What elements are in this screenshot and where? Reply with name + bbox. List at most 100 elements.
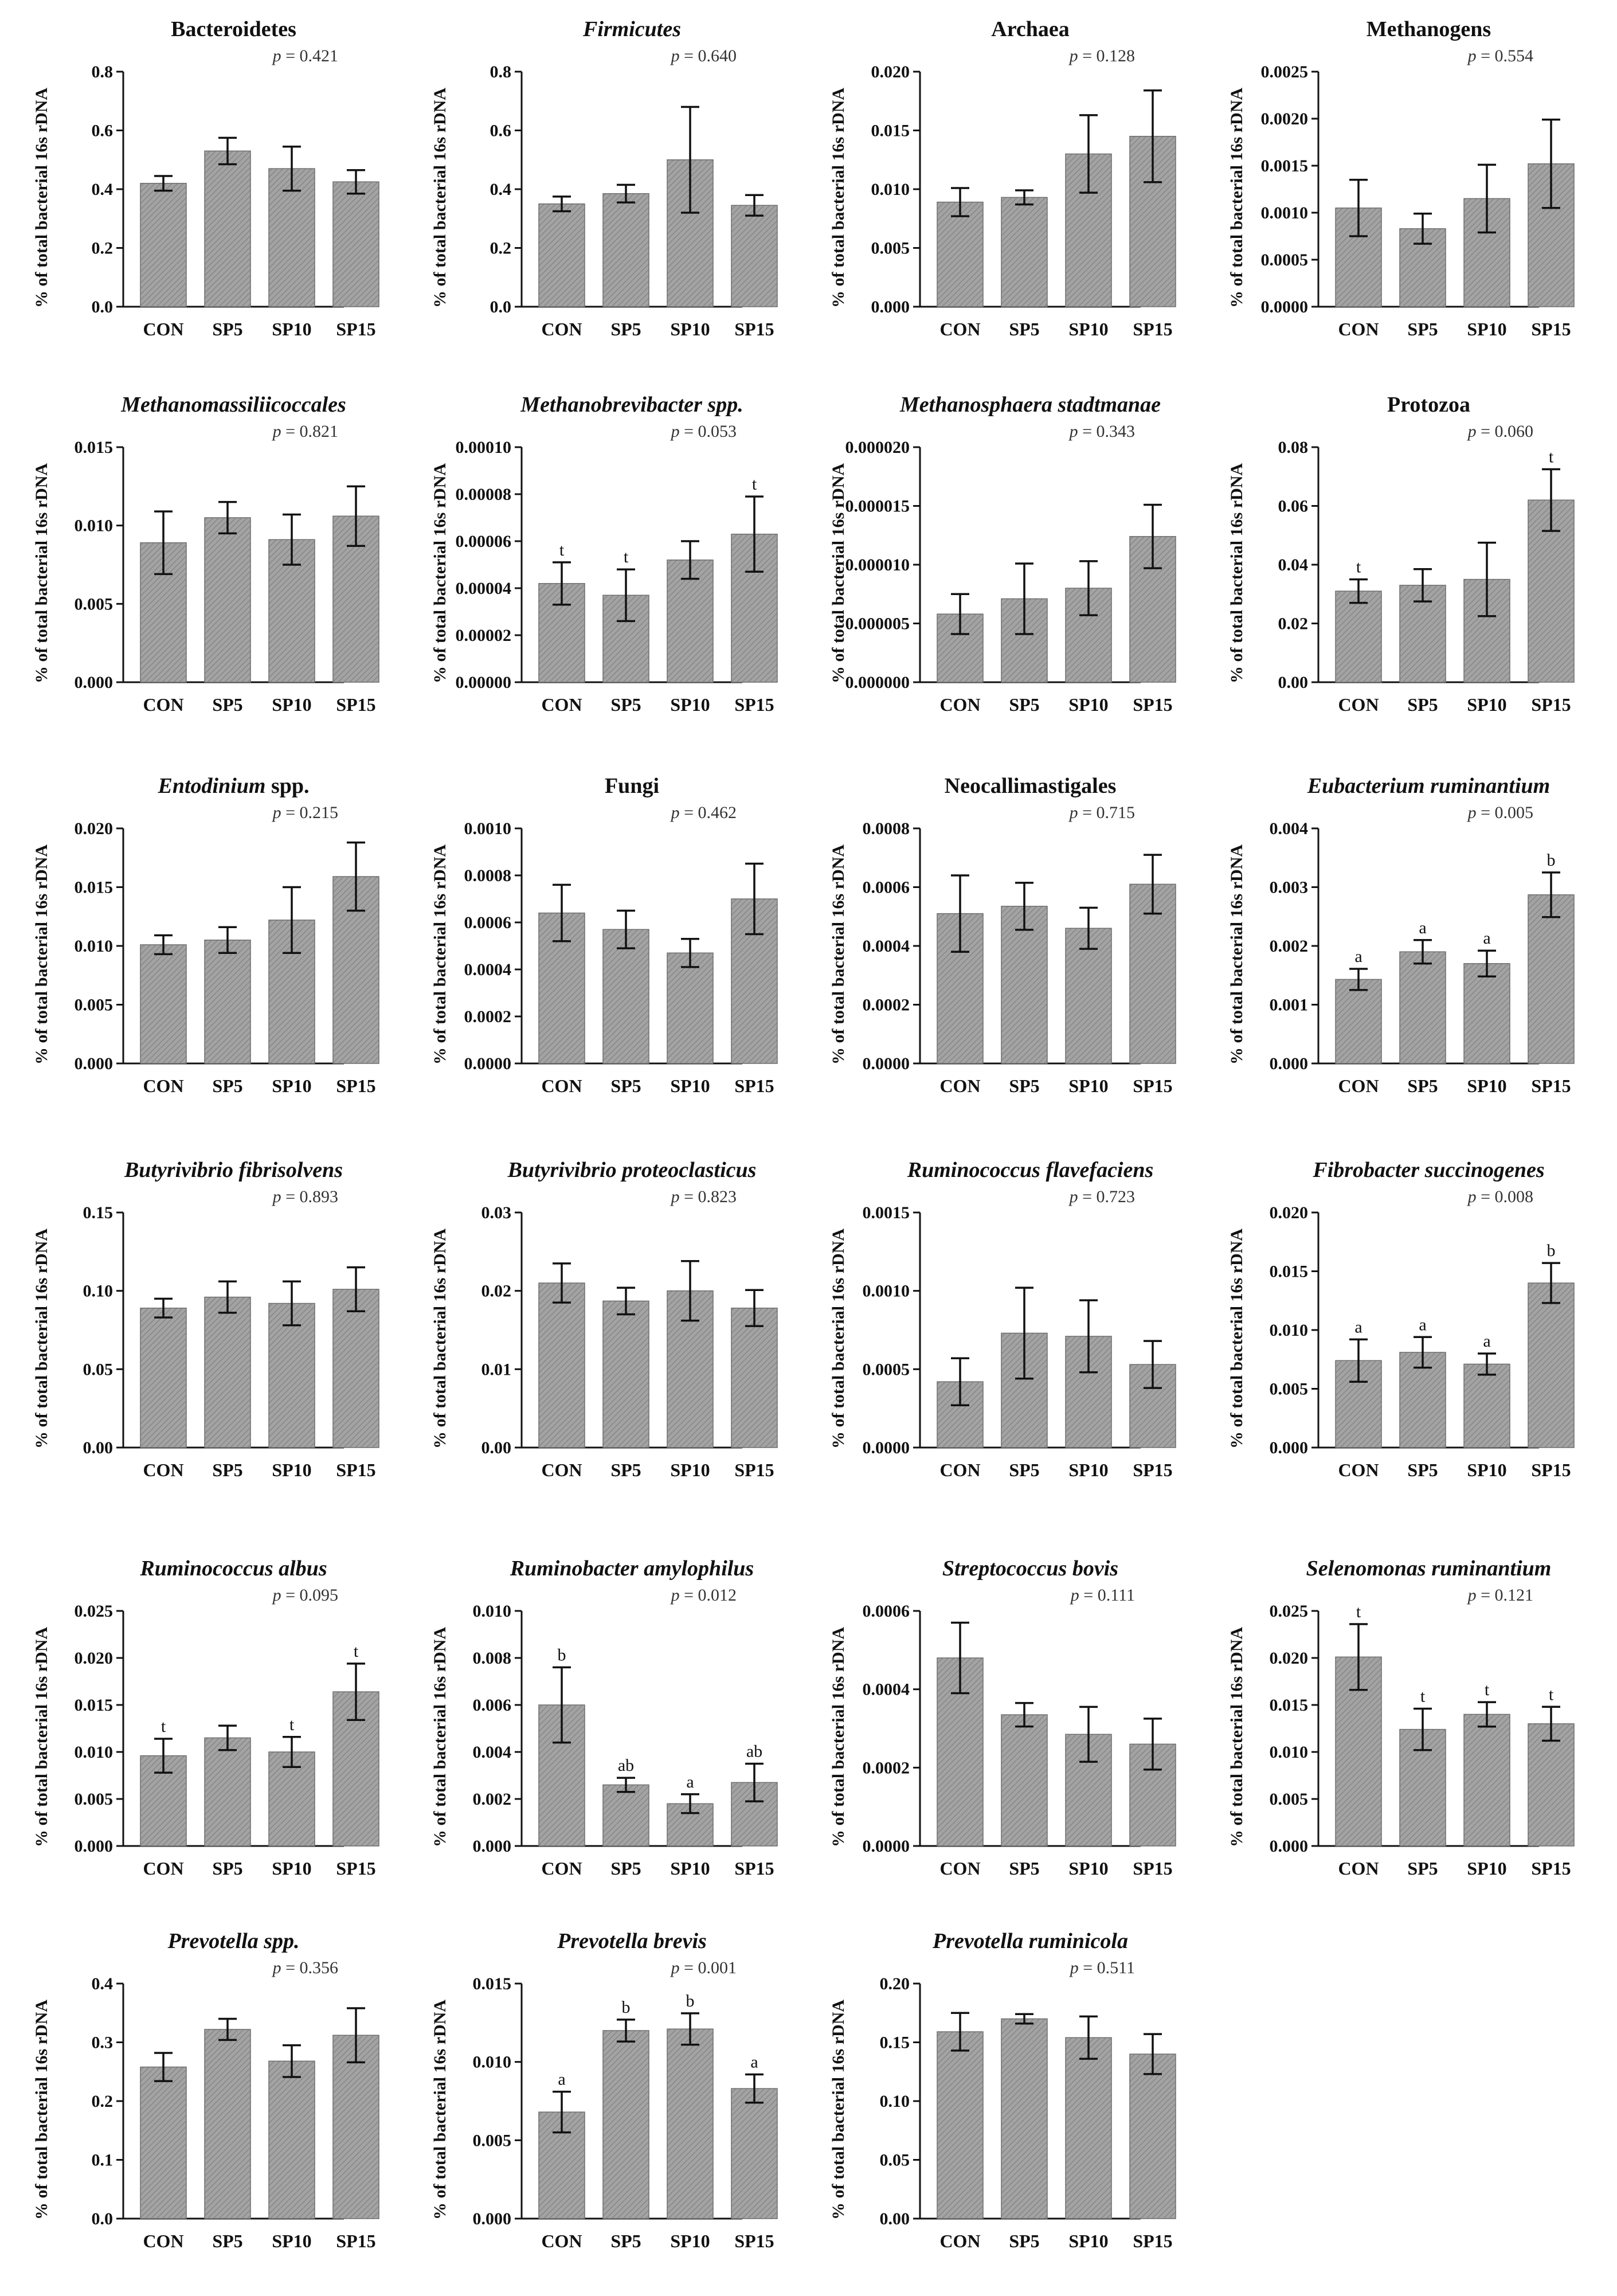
y-tick-label: 0.10 [880, 2092, 910, 2111]
x-tick-label: SP10 [1068, 2231, 1108, 2251]
x-tick-label: SP5 [212, 2231, 242, 2251]
p-value-label: p = 0.005 [1467, 803, 1533, 822]
y-tick-label: 0.0020 [1261, 109, 1309, 128]
chart-title: Methanogens [1367, 17, 1491, 41]
chart-svg: Eubacterium ruminantium p = 0.005 0.000 0.0… [1227, 774, 1575, 1096]
x-tick-label: CON [1338, 319, 1379, 339]
y-tick-label: 0.010 [75, 1743, 113, 1762]
x-tick-label: SP5 [1407, 1460, 1438, 1480]
bar-sp5 [602, 1300, 649, 1448]
chart-svg: Prevotella spp. p = 0.356 0.0 0.1 0.2 0.3 0.4%… [32, 1929, 379, 2251]
y-tick-label: 0.2 [92, 2092, 113, 2111]
chart-title: Prevotella spp. [167, 1929, 299, 1953]
x-tick-label: SP10 [670, 1460, 710, 1480]
significance-letter: b [622, 1998, 631, 2017]
bar-sp10 [1065, 2037, 1112, 2219]
chart-title: Fungi [605, 774, 659, 798]
chart-panel-21: Prevotella spp. p = 0.356 0.0 0.1 0.2 0.3 0.4%… [23, 1920, 424, 2293]
bar-con [140, 944, 187, 1064]
significance-letter: a [1483, 1332, 1490, 1351]
y-tick-label: 0.4 [490, 180, 512, 199]
y-tick-label: 0.000 [75, 673, 113, 692]
p-value-label: p = 0.462 [670, 803, 737, 822]
x-tick-label: SP15 [1133, 1858, 1172, 1879]
x-tick-label: SP15 [1531, 1858, 1571, 1879]
chart-panel-12: Eubacterium ruminantium p = 0.005 0.000 0.0… [1218, 765, 1617, 1138]
bar-sp10 [268, 2060, 315, 2219]
y-tick-label: 0.003 [1270, 878, 1309, 897]
chart-title: Methanosphaera stadtmanae [899, 393, 1161, 417]
bar-sp5 [602, 2030, 649, 2219]
chart-title: Fibrobacter succinogenes [1312, 1158, 1544, 1182]
y-tick-label: 0.004 [473, 1743, 512, 1762]
bar-sp15 [731, 2088, 778, 2219]
x-tick-label: SP10 [1467, 319, 1506, 339]
significance-letter: a [1354, 1317, 1362, 1336]
y-tick-label: 0.000010 [845, 556, 910, 574]
bar-sp5 [1001, 1714, 1048, 1847]
y-tick-label: 0.010 [473, 2053, 512, 2072]
bar-con [140, 2066, 187, 2219]
chart-panel-17: Ruminococcus albus p = 0.095 0.000 0.005 0.0… [23, 1548, 424, 1920]
y-axis-label: % of total bacterial 16s rDNA [829, 1229, 848, 1449]
chart-svg: Methanomassiliicoccales p = 0.821 0.000 0.0… [32, 393, 379, 715]
bar-sp15 [1129, 2054, 1176, 2219]
x-tick-label: SP15 [336, 1460, 375, 1480]
x-tick-label: SP10 [1068, 319, 1108, 339]
bar-sp5 [204, 517, 251, 683]
chart-panel-7: Methanosphaera stadtmanae p = 0.343 0.0000… [820, 384, 1221, 757]
y-tick-label: 0.0 [92, 2209, 113, 2228]
p-value-label: p = 0.121 [1467, 1586, 1533, 1605]
significance-letter: ab [618, 1756, 634, 1775]
y-axis-label: % of total bacterial 16s rDNA [32, 844, 51, 1065]
y-tick-label: 0.025 [75, 1602, 113, 1621]
y-tick-label: 0.0 [490, 298, 512, 316]
y-tick-label: 0.000005 [845, 615, 910, 633]
y-axis-label: % of total bacterial 16s rDNA [1227, 463, 1246, 683]
y-tick-label: 0.00 [880, 2209, 910, 2228]
y-tick-label: 0.0004 [863, 1680, 910, 1699]
chart-title: Firmicutes [582, 17, 681, 41]
x-tick-label: SP10 [272, 1858, 311, 1879]
bar-sp5 [602, 1784, 649, 1847]
y-tick-label: 0.01 [481, 1360, 512, 1379]
x-tick-label: SP10 [1467, 1075, 1506, 1096]
bar-con [140, 183, 187, 307]
x-tick-label: SP5 [1407, 694, 1438, 715]
bar-sp5 [1399, 951, 1446, 1064]
y-tick-label: 0.2 [490, 239, 512, 258]
y-tick-label: 0.0000 [1261, 298, 1309, 316]
x-tick-label: SP10 [1068, 1460, 1108, 1480]
chart-svg: Methanosphaera stadtmanae p = 0.343 0.0000… [829, 393, 1176, 715]
chart-panel-19: Streptococcus bovis p = 0.111 0.0000 0.0002… [820, 1548, 1221, 1920]
x-tick-label: SP15 [1133, 319, 1172, 339]
y-tick-label: 0.000020 [845, 438, 910, 457]
x-tick-label: SP5 [1009, 694, 1039, 715]
significance-letter: b [1547, 851, 1556, 870]
x-tick-label: SP15 [336, 1075, 375, 1096]
y-tick-label: 0.0004 [863, 937, 910, 956]
significance-letter: t [1485, 1680, 1490, 1699]
p-value-label: p = 0.001 [670, 1958, 737, 1977]
x-tick-label: CON [143, 1460, 183, 1480]
bar-sp5 [204, 150, 251, 307]
y-tick-label: 0.0010 [1261, 204, 1309, 222]
y-tick-label: 0.005 [75, 1790, 113, 1809]
x-tick-label: SP15 [734, 1460, 774, 1480]
y-axis-label: % of total bacterial 16s rDNA [32, 463, 51, 683]
y-tick-label: 0.010 [75, 517, 113, 535]
x-tick-label: SP10 [670, 1858, 710, 1879]
y-tick-label: 0.005 [473, 2131, 512, 2150]
significance-letter: a [1483, 929, 1490, 948]
bar-sp15 [1528, 894, 1575, 1064]
y-tick-label: 0.0002 [863, 996, 910, 1015]
y-tick-label: 0.05 [83, 1360, 113, 1379]
x-tick-label: SP5 [1407, 1075, 1438, 1096]
y-tick-label: 0.15 [83, 1203, 113, 1222]
y-tick-label: 0.0000 [464, 1054, 512, 1073]
y-axis-label: % of total bacterial 16s rDNA [32, 1627, 51, 1847]
bar-sp5 [204, 1737, 251, 1847]
chart-panel-10: Fungi p = 0.462 0.0000 0.0002 0.0004 0.0006 0.… [421, 765, 823, 1138]
bar-sp10 [1463, 1714, 1510, 1847]
y-tick-label: 0.0006 [863, 878, 910, 897]
